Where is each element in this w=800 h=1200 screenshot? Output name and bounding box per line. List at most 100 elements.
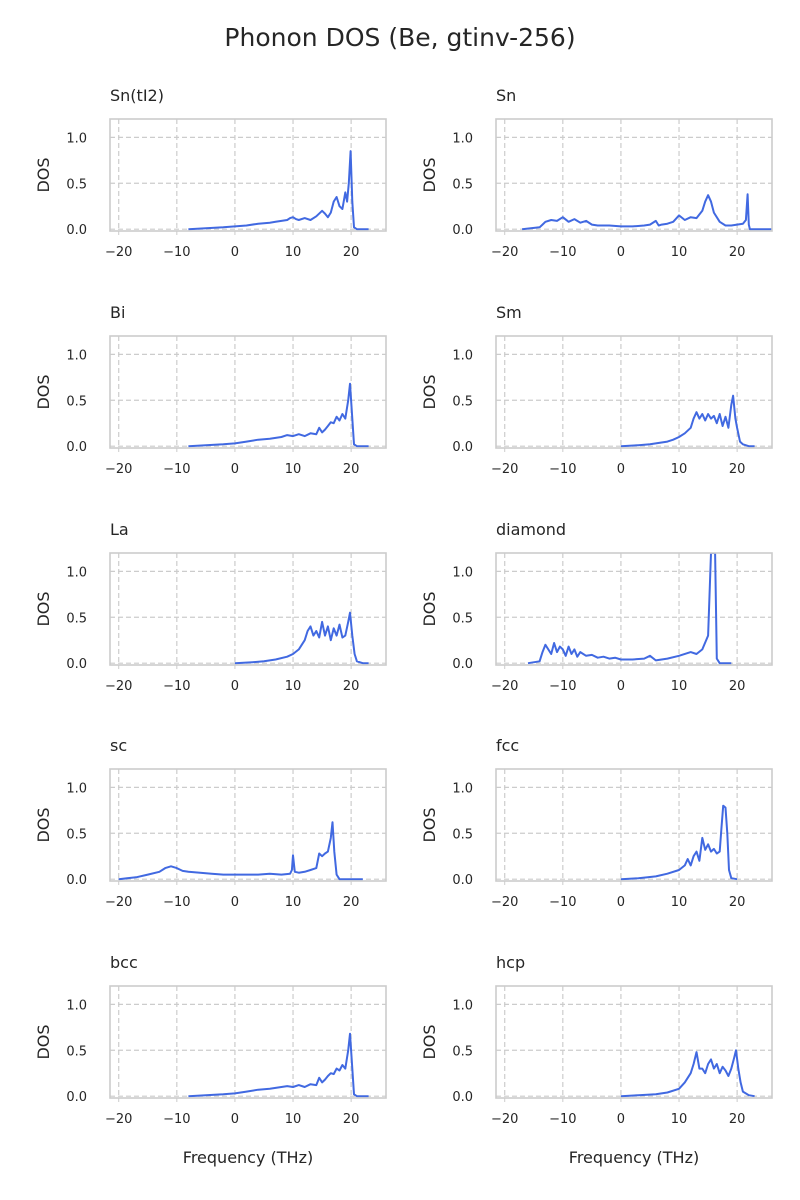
y-tick-label: 0.0 [452,440,473,455]
x-tick-label: 20 [343,462,360,477]
y-tick-label: 0.0 [66,440,87,455]
plot-frame [109,985,387,1099]
y-axis-label: DOS [420,374,439,409]
dos-series-line [118,821,363,881]
x-tick-label: 10 [285,1112,302,1127]
x-tick-label: −20 [491,462,518,477]
x-tick-label: 0 [231,679,239,694]
y-axis-label: DOS [420,157,439,192]
x-tick-label: −10 [549,895,576,910]
y-tick-label: 0.0 [452,223,473,238]
y-tick-label: 0.5 [66,177,87,192]
y-tick-label: 0.5 [66,611,87,626]
x-tick-label: −20 [491,245,518,260]
x-tick-label: −10 [549,679,576,694]
x-tick-label: 0 [231,1112,239,1127]
x-tick-label: −10 [549,462,576,477]
plot-frame [495,552,773,666]
plot-frame [495,335,773,449]
y-axis-label: DOS [34,374,53,409]
plot-frame [109,335,387,449]
x-tick-label: −10 [163,245,190,260]
plot-frame [109,118,387,232]
y-tick-label: 0.5 [66,827,87,842]
x-tick-label: −10 [163,679,190,694]
y-axis-label: DOS [34,591,53,626]
y-tick-label: 0.0 [66,657,87,672]
dos-series-line [620,394,755,448]
subplot-title: fcc [496,736,519,755]
x-tick-label: 0 [231,895,239,910]
x-tick-label: 10 [285,462,302,477]
y-tick-label: 0.0 [66,1090,87,1105]
plot-frame [109,768,387,882]
x-tick-label: −10 [549,245,576,260]
y-tick-label: 0.5 [452,177,473,192]
plot-frame [495,118,773,232]
x-tick-label: −20 [105,462,132,477]
x-tick-label: 10 [285,679,302,694]
x-tick-label: 20 [343,679,360,694]
subplot-title: Sn(tI2) [110,86,164,105]
subplot-10: hcp −20 −10 0 10 20 0.0 0.5 1.0 DOS Frequency (THz… [420,953,773,1167]
figure-title: Phonon DOS (Be, gtinv-256) [224,23,575,52]
plot-frame [495,985,773,1099]
subplot-title: Sm [496,303,522,322]
dos-series-line [620,1049,755,1098]
x-tick-label: 20 [729,679,746,694]
dos-series-line [521,193,772,231]
plot-frame [495,768,773,882]
y-tick-label: 1.0 [66,348,87,363]
x-tick-label: 10 [671,245,688,260]
y-tick-label: 1.0 [452,131,473,146]
x-tick-label: 20 [343,245,360,260]
subplot-title: La [110,520,129,539]
subplot-3: Bi −20 −10 0 10 20 0.0 0.5 1.0 DOS [34,303,387,477]
x-tick-label: 0 [617,895,625,910]
x-tick-label: −20 [105,1112,132,1127]
x-tick-label: 10 [285,245,302,260]
x-tick-label: −20 [491,1112,518,1127]
dos-series-line [188,1032,369,1098]
subplot-8: fcc −20 −10 0 10 20 0.0 0.5 1.0 DOS [420,736,773,910]
y-tick-label: 0.0 [66,873,87,888]
x-axis-label: Frequency (THz) [183,1148,313,1167]
x-tick-label: 0 [231,245,239,260]
x-tick-label: 0 [617,462,625,477]
x-tick-label: 10 [671,895,688,910]
subplot-title: Sn [496,86,516,105]
x-tick-label: −10 [163,1112,190,1127]
subplot-grid: Sn(tI2) −20 −10 0 10 20 0.0 0.5 1.0 DOS Sn −20 −10 0 1… [34,86,773,1167]
x-tick-label: 20 [343,1112,360,1127]
subplot-1: Sn(tI2) −20 −10 0 10 20 0.0 0.5 1.0 DOS [34,86,387,260]
x-tick-label: 20 [343,895,360,910]
subplot-title: hcp [496,953,525,972]
y-axis-label: DOS [34,807,53,842]
subplot-5: La −20 −10 0 10 20 0.0 0.5 1.0 DOS [34,520,387,694]
x-tick-label: −10 [163,895,190,910]
x-tick-label: 10 [285,895,302,910]
subplot-4: Sm −20 −10 0 10 20 0.0 0.5 1.0 DOS [420,303,773,477]
y-axis-label: DOS [420,591,439,626]
y-tick-label: 1.0 [452,998,473,1013]
x-tick-label: −20 [105,245,132,260]
x-tick-label: 20 [729,245,746,260]
y-tick-label: 0.5 [66,1044,87,1059]
y-tick-label: 0.5 [452,1044,473,1059]
y-tick-label: 0.5 [452,394,473,409]
y-axis-label: DOS [420,807,439,842]
x-tick-label: 0 [617,245,625,260]
y-tick-label: 1.0 [452,565,473,580]
x-tick-label: −10 [549,1112,576,1127]
dos-series-line [234,611,369,665]
subplot-title: sc [110,736,127,755]
subplot-2: Sn −20 −10 0 10 20 0.0 0.5 1.0 DOS [420,86,773,260]
subplot-title: Bi [110,303,125,322]
x-tick-label: 20 [729,462,746,477]
dos-series-line [620,804,738,881]
x-tick-label: −20 [491,895,518,910]
y-tick-label: 1.0 [66,781,87,796]
x-tick-label: 20 [729,1112,746,1127]
subplot-9: bcc −20 −10 0 10 20 0.0 0.5 1.0 DOS Frequency (THz… [34,953,387,1167]
